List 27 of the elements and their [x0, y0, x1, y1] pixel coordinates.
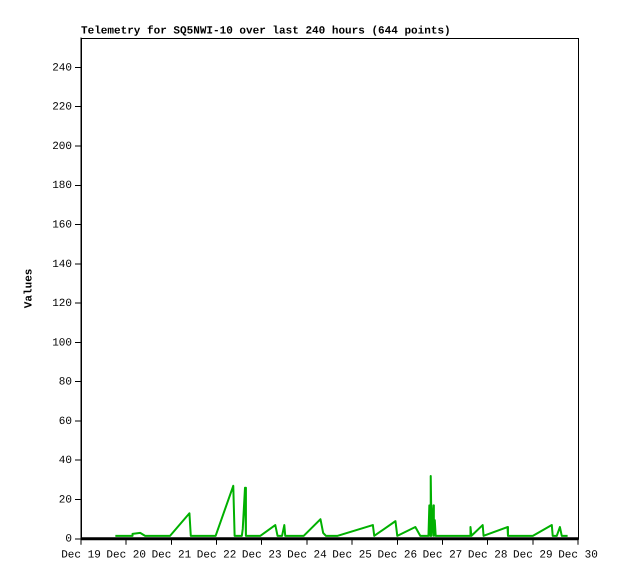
- x-tick-label: Dec 29: [513, 549, 553, 562]
- x-tick-label: Dec 22: [196, 549, 236, 562]
- y-tick-label: 60: [58, 416, 72, 428]
- y-tick-label: 120: [52, 298, 72, 310]
- x-tick-label: Dec 24: [287, 549, 328, 562]
- y-tick-label: 180: [52, 180, 72, 192]
- y-tick-label: 240: [52, 62, 72, 74]
- y-tick-label: 220: [52, 102, 72, 114]
- x-tick-label: Dec 27: [422, 549, 462, 562]
- chart-title: Telemetry for SQ5NWI-10 over last 240 hours (644 points): [81, 24, 451, 38]
- y-tick-label: 200: [52, 140, 72, 153]
- y-tick-label: 100: [52, 337, 72, 350]
- x-tick-label: Dec 19: [61, 549, 101, 562]
- y-tick-label: 40: [58, 455, 72, 468]
- x-tick-label: Dec 21: [152, 549, 192, 562]
- x-tick-label: Dec 30: [558, 549, 598, 562]
- x-tick-label: Dec 28: [468, 549, 508, 562]
- x-tick-label: Dec 26: [377, 549, 418, 562]
- x-tick-label: Dec 20: [106, 549, 146, 562]
- y-tick-label: 80: [58, 376, 72, 389]
- x-tick-label: Dec 23: [242, 549, 282, 562]
- y-tick-label: 20: [58, 494, 72, 506]
- y-tick-label: 0: [65, 534, 72, 546]
- x-tick-label: Dec 25: [332, 549, 372, 562]
- y-tick-label: 160: [52, 219, 72, 232]
- y-axis-title: Values: [23, 268, 36, 308]
- y-tick-label: 140: [52, 258, 72, 271]
